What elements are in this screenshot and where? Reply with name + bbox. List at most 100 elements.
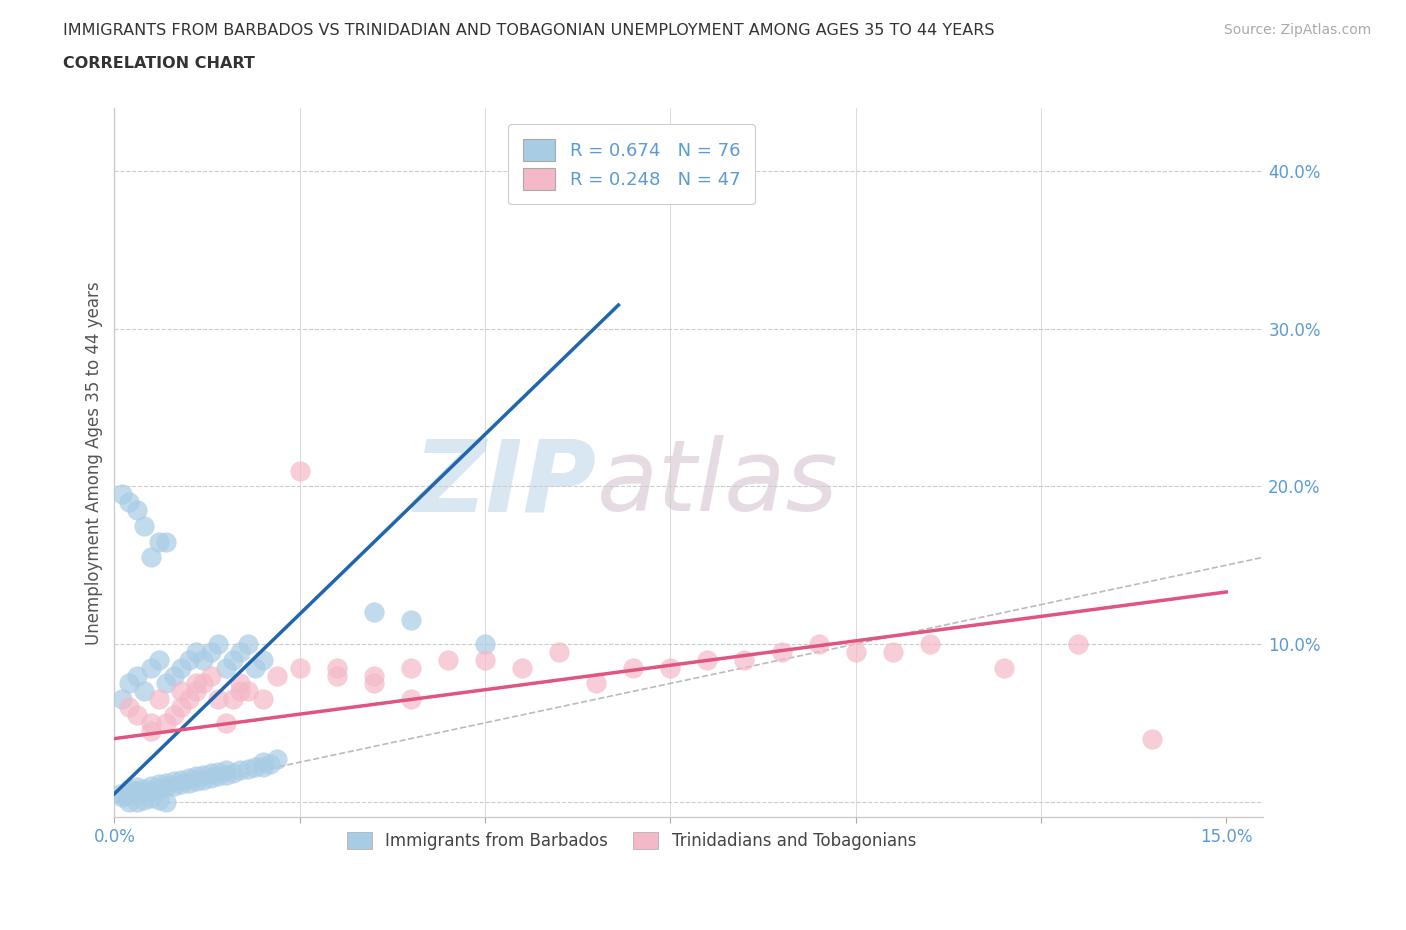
Point	[200, 644, 222, 659]
Point	[363, 668, 385, 683]
Point	[229, 644, 252, 659]
Point	[170, 777, 193, 791]
Point	[148, 792, 170, 807]
Point	[193, 652, 215, 667]
Point	[141, 550, 163, 565]
Point	[118, 676, 141, 691]
Point	[184, 684, 207, 698]
Text: atlas: atlas	[598, 435, 838, 533]
Point	[200, 765, 222, 780]
Point	[245, 660, 267, 675]
Point	[245, 760, 267, 775]
Point	[184, 644, 207, 659]
Point	[141, 724, 163, 738]
Point	[141, 660, 163, 675]
Point	[141, 783, 163, 798]
Point	[125, 794, 148, 809]
Point	[125, 668, 148, 683]
Point	[229, 763, 252, 777]
Point	[141, 778, 163, 793]
Point	[252, 760, 274, 775]
Point	[807, 636, 830, 651]
Point	[125, 502, 148, 517]
Point	[207, 769, 229, 784]
Text: CORRELATION CHART: CORRELATION CHART	[63, 56, 254, 71]
Point	[193, 772, 215, 787]
Point	[399, 660, 422, 675]
Point	[141, 791, 163, 806]
Text: IMMIGRANTS FROM BARBADOS VS TRINIDADIAN AND TOBAGONIAN UNEMPLOYMENT AMONG AGES 3: IMMIGRANTS FROM BARBADOS VS TRINIDADIAN …	[63, 23, 995, 38]
Point	[326, 668, 349, 683]
Point	[132, 518, 155, 533]
Point	[163, 778, 186, 793]
Point	[110, 787, 132, 802]
Point	[111, 692, 134, 707]
Point	[170, 684, 193, 698]
Point	[207, 636, 229, 651]
Point	[770, 644, 793, 659]
Point	[148, 781, 170, 796]
Point	[363, 605, 385, 620]
Point	[111, 486, 134, 501]
Point	[236, 761, 259, 776]
Point	[229, 676, 252, 691]
Point	[252, 692, 274, 707]
Point	[155, 715, 177, 730]
Point	[148, 692, 170, 707]
Point	[148, 777, 170, 791]
Point	[170, 772, 193, 787]
Point	[252, 755, 274, 770]
Point	[163, 708, 186, 723]
Point	[845, 644, 868, 659]
Point	[733, 652, 755, 667]
Point	[229, 684, 252, 698]
Point	[621, 660, 644, 675]
Point	[207, 764, 229, 779]
Point	[177, 652, 200, 667]
Point	[193, 767, 215, 782]
Point	[184, 774, 207, 789]
Point	[918, 636, 941, 651]
Point	[155, 676, 177, 691]
Point	[155, 776, 177, 790]
Point	[1067, 636, 1090, 651]
Point	[170, 699, 193, 714]
Point	[214, 767, 236, 782]
Point	[882, 644, 904, 659]
Point	[141, 715, 163, 730]
Point	[222, 652, 245, 667]
Text: Source: ZipAtlas.com: Source: ZipAtlas.com	[1223, 23, 1371, 37]
Y-axis label: Unemployment Among Ages 35 to 44 years: Unemployment Among Ages 35 to 44 years	[86, 281, 103, 644]
Point	[236, 684, 259, 698]
Point	[200, 668, 222, 683]
Point	[132, 792, 155, 807]
Point	[118, 785, 141, 800]
Point	[659, 660, 682, 675]
Point	[184, 676, 207, 691]
Point	[399, 613, 422, 628]
Point	[437, 652, 460, 667]
Point	[214, 715, 236, 730]
Point	[118, 495, 141, 510]
Point	[288, 660, 311, 675]
Point	[118, 781, 141, 796]
Point	[132, 684, 155, 698]
Point	[193, 676, 215, 691]
Point	[474, 652, 496, 667]
Point	[222, 692, 245, 707]
Point	[214, 660, 236, 675]
Point	[148, 534, 170, 549]
Point	[207, 692, 229, 707]
Point	[585, 676, 607, 691]
Point	[259, 756, 281, 771]
Point	[118, 699, 141, 714]
Point	[200, 771, 222, 786]
Point	[266, 751, 288, 766]
Legend: Immigrants from Barbados, Trinidadians and Tobagonians: Immigrants from Barbados, Trinidadians a…	[339, 824, 924, 858]
Point	[125, 708, 148, 723]
Point	[118, 794, 141, 809]
Point	[132, 785, 155, 800]
Point	[288, 463, 311, 478]
Point	[363, 676, 385, 691]
Point	[184, 769, 207, 784]
